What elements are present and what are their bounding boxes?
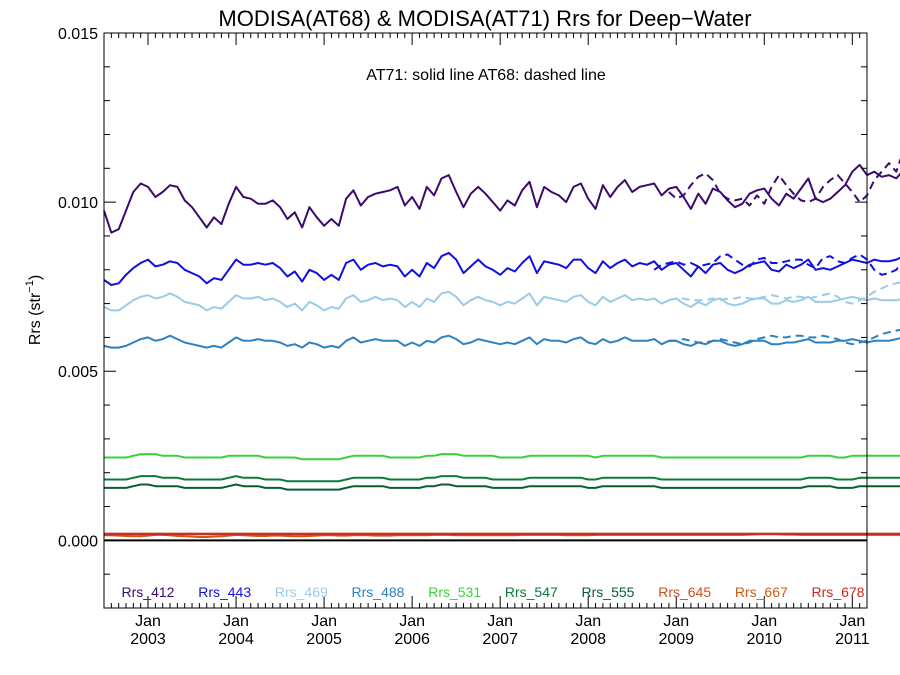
- legend-item-rrs-469: Rrs_469: [275, 584, 328, 600]
- x-tick-label-year: 2007: [482, 631, 518, 648]
- x-tick-label-month: Jan: [223, 613, 249, 630]
- x-tick-label-month: Jan: [311, 613, 337, 630]
- series-line-rrs-469-at68: [668, 281, 900, 305]
- series-line-rrs-531-at71: [104, 453, 900, 461]
- y-tick-label: 0.015: [58, 26, 98, 43]
- legend-item-rrs-443: Rrs_443: [198, 584, 251, 600]
- legend-item-rrs-412: Rrs_412: [122, 584, 175, 600]
- x-tick-label-year: 2003: [130, 631, 166, 648]
- y-tick-label: 0.000: [58, 533, 98, 550]
- x-tick-label-month: Jan: [839, 613, 865, 630]
- chart-annotation: AT71: solid line AT68: dashed line: [366, 67, 606, 84]
- legend-item-rrs-667: Rrs_667: [735, 584, 788, 600]
- series-line-rrs-555-at71: [104, 483, 900, 491]
- x-tick-label-year: 2010: [746, 631, 782, 648]
- x-tick-label-month: Jan: [487, 613, 513, 630]
- x-tick-label-month: Jan: [399, 613, 425, 630]
- x-tick-label-year: 2005: [306, 631, 342, 648]
- x-tick-label-month: Jan: [751, 613, 777, 630]
- y-tick-label: 0.005: [58, 364, 98, 381]
- legend-item-rrs-678: Rrs_678: [812, 584, 865, 600]
- y-tick-label: 0.010: [58, 195, 98, 212]
- x-axis: Jan2003Jan2004Jan2005Jan2006Jan2007Jan20…: [110, 33, 870, 648]
- y-axis-label-tail: ): [27, 275, 44, 280]
- x-tick-label-year: 2011: [835, 631, 870, 648]
- series-layer: [103, 157, 900, 538]
- series-line-rrs-469-at71: [103, 290, 900, 312]
- series-line-rrs-412-at71: [103, 163, 900, 234]
- series-line-rrs-443-at68: [653, 253, 900, 276]
- y-axis-label-exponent: −1: [24, 280, 36, 293]
- series-line-rrs-443-at71: [103, 251, 900, 286]
- y-axis-label: Rrs (str−1): [24, 275, 44, 345]
- legend-item-rrs-488: Rrs_488: [352, 584, 405, 600]
- y-axis: 0.000 0.005 0.010 0.015: [58, 26, 867, 575]
- x-tick-label-month: Jan: [135, 613, 161, 630]
- series-line-rrs-488-at68: [668, 328, 900, 346]
- x-tick-label-month: Jan: [663, 613, 689, 630]
- plot-frame: [103, 32, 868, 609]
- x-tick-label-month: Jan: [575, 613, 601, 630]
- legend-item-rrs-645: Rrs_645: [658, 584, 711, 600]
- chart-title: MODISA(AT68) & MODISA(AT71) Rrs for Deep…: [218, 6, 751, 31]
- legend-item-rrs-547: Rrs_547: [505, 584, 558, 600]
- series-line-rrs-412-at68: [668, 157, 900, 207]
- x-tick-label-year: 2009: [658, 631, 694, 648]
- x-tick-label-year: 2008: [570, 631, 606, 648]
- y-axis-label-main: Rrs (str: [27, 292, 44, 345]
- series-line-rrs-488-at71: [103, 334, 900, 349]
- legend-item-rrs-531: Rrs_531: [428, 584, 481, 600]
- legend-item-rrs-555: Rrs_555: [582, 584, 635, 600]
- series-line-rrs-547-at71: [104, 475, 900, 483]
- legend: Rrs_412 Rrs_443 Rrs_469 Rrs_488 Rrs_531 Rrs_5…: [122, 584, 865, 600]
- x-tick-label-year: 2006: [394, 631, 430, 648]
- x-tick-label-year: 2004: [218, 631, 254, 648]
